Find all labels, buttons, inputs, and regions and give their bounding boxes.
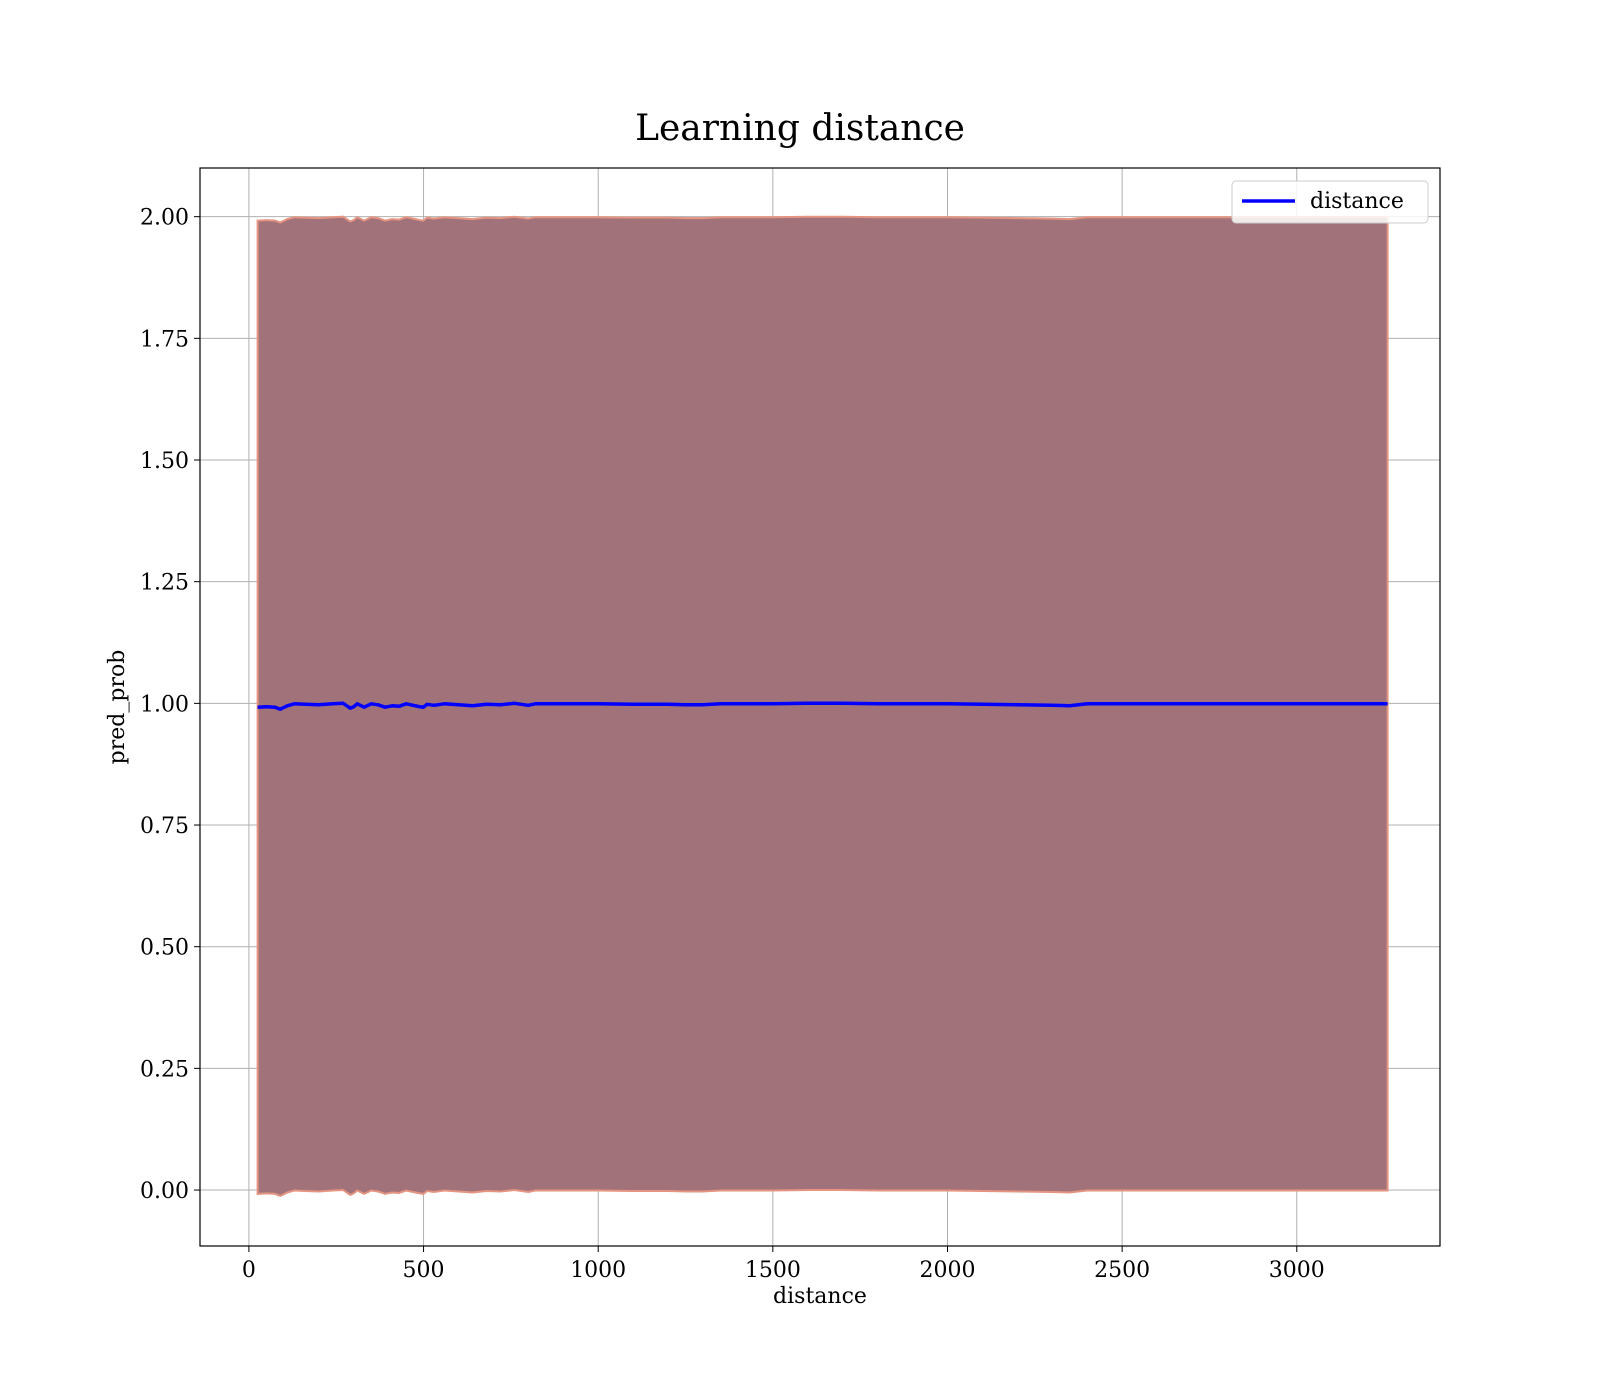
x-axis-label: distance [773,1284,867,1309]
y-tick-label-1: 0.25 [140,1057,189,1082]
x-tick-label-0: 0 [242,1258,256,1283]
series-group [257,701,1388,711]
y-axis-label: pred_prob [105,650,130,765]
chart-title: Learning distance [635,108,965,149]
y-tick-label-2: 0.50 [140,936,189,961]
series-line-distance [257,701,1388,711]
y-tick-label-8: 2.00 [140,206,189,231]
y-axis: 0.00 0.25 0.50 0.75 1.00 1.25 1.50 1.75 2.00 [140,206,200,1204]
y-tick-label-6: 1.50 [140,449,189,474]
x-tick-label-1: 500 [403,1258,445,1283]
y-tick-label-4: 1.00 [140,692,189,717]
y-tick-label-3: 0.75 [140,814,189,839]
plot-frame [199,167,1441,1247]
y-tick-label-5: 1.25 [140,571,189,596]
legend-label-distance: distance [1310,189,1404,214]
x-tick-label-5: 2500 [1094,1258,1150,1283]
y-tick-label-7: 1.75 [140,327,189,352]
x-tick-label-2: 1000 [570,1258,626,1283]
legend: distance [1231,180,1429,224]
legend-box [1231,180,1429,224]
x-axis: 0 500 1000 1500 2000 2500 3000 [242,1246,1325,1283]
x-tick-label-6: 3000 [1269,1258,1325,1283]
y-tick-label-0: 0.00 [140,1179,189,1204]
confidence-band [256,215,1389,1197]
x-tick-label-4: 2000 [919,1258,975,1283]
x-tick-label-3: 1500 [745,1258,801,1283]
band-area [256,215,1389,1197]
